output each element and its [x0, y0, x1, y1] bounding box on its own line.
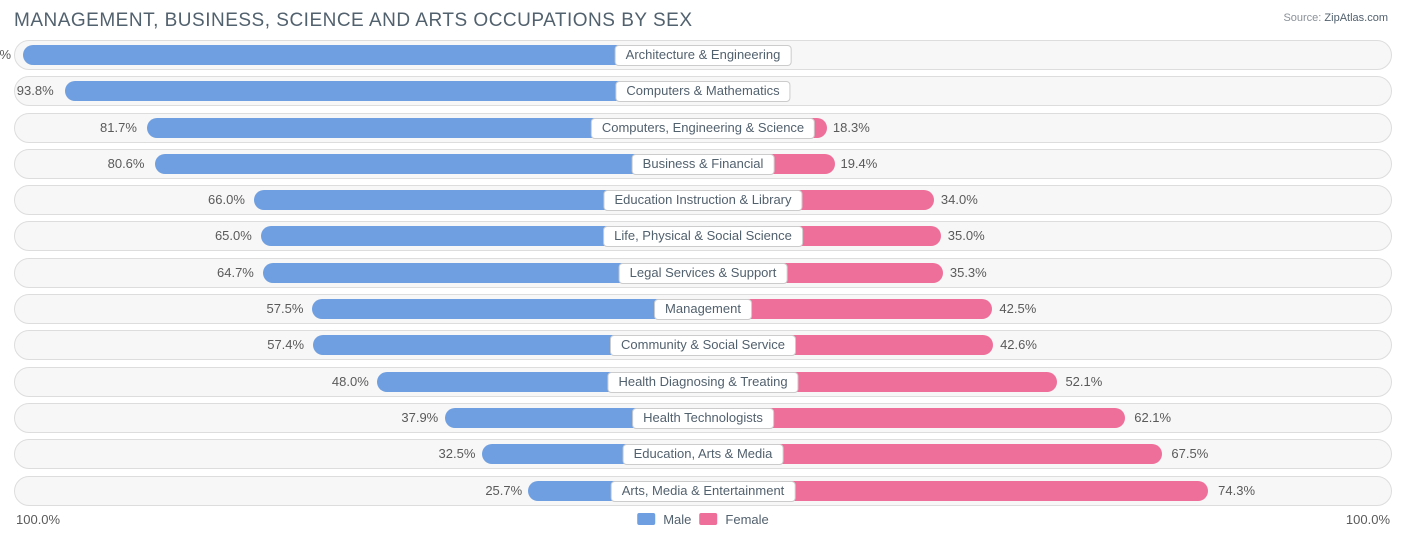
male-side: 25.7%: [15, 477, 703, 505]
female-pct-label: 35.3%: [950, 259, 987, 287]
female-side: 35.0%: [703, 222, 1391, 250]
female-pct-label: 19.4%: [840, 150, 877, 178]
axis-row: 100.0% Male Female 100.0%: [14, 512, 1392, 527]
male-side: 80.6%: [15, 150, 703, 178]
female-side: 0.0%: [703, 41, 1391, 69]
male-side: 64.7%: [15, 259, 703, 287]
female-pct-label: 67.5%: [1171, 440, 1208, 468]
category-label: Life, Physical & Social Science: [603, 226, 803, 247]
category-label: Legal Services & Support: [619, 263, 788, 284]
female-side: 34.0%: [703, 186, 1391, 214]
chart-row: 37.9% 62.1% Health Technologists: [14, 403, 1392, 433]
female-pct-label: 35.0%: [948, 222, 985, 250]
category-label: Health Diagnosing & Treating: [607, 372, 798, 393]
male-pct-label: 64.7%: [217, 259, 254, 287]
axis-right-label: 100.0%: [1346, 512, 1390, 527]
chart-row: 81.7% 18.3% Computers, Engineering & Scien…: [14, 113, 1392, 143]
female-pct-label: 62.1%: [1134, 404, 1171, 432]
male-bar: [155, 154, 703, 174]
female-pct-label: 42.6%: [1000, 331, 1037, 359]
source-value: ZipAtlas.com: [1324, 12, 1388, 24]
chart-row: 80.6% 19.4% Business & Financial: [14, 149, 1392, 179]
male-pct-label: 66.0%: [208, 186, 245, 214]
chart-row: 64.7% 35.3% Legal Services & Support: [14, 258, 1392, 288]
male-pct-label: 48.0%: [332, 368, 369, 396]
male-bar: [312, 299, 703, 319]
category-label: Health Technologists: [632, 408, 774, 429]
category-label: Community & Social Service: [610, 335, 796, 356]
chart-row: 32.5% 67.5% Education, Arts & Media: [14, 439, 1392, 469]
female-side: 35.3%: [703, 259, 1391, 287]
female-pct-label: 34.0%: [941, 186, 978, 214]
chart-row: 57.5% 42.5% Management: [14, 294, 1392, 324]
male-side: 66.0%: [15, 186, 703, 214]
male-side: 100.0%: [15, 41, 703, 69]
source-attribution: Source: ZipAtlas.com: [1283, 12, 1388, 24]
female-pct-label: 18.3%: [833, 114, 870, 142]
legend-swatch-female: [699, 513, 717, 525]
male-side: 57.5%: [15, 295, 703, 323]
category-label: Business & Financial: [632, 154, 775, 175]
female-side: 6.3%: [703, 77, 1391, 105]
chart-row: 65.0% 35.0% Life, Physical & Social Scienc…: [14, 221, 1392, 251]
axis-left-label: 100.0%: [16, 512, 60, 527]
female-side: 62.1%: [703, 404, 1391, 432]
category-label: Education Instruction & Library: [603, 190, 802, 211]
female-pct-label: 74.3%: [1218, 477, 1255, 505]
male-pct-label: 32.5%: [439, 440, 476, 468]
legend-label-female: Female: [725, 512, 768, 527]
female-side: 42.5%: [703, 295, 1391, 323]
male-pct-label: 65.0%: [215, 222, 252, 250]
male-pct-label: 80.6%: [108, 150, 145, 178]
male-pct-label: 93.8%: [17, 77, 54, 105]
female-side: 67.5%: [703, 440, 1391, 468]
category-label: Architecture & Engineering: [615, 45, 792, 66]
chart-title: MANAGEMENT, BUSINESS, SCIENCE AND ARTS O…: [14, 10, 1392, 32]
male-bar: [65, 81, 703, 101]
male-pct-label: 57.5%: [267, 295, 304, 323]
category-label: Computers & Mathematics: [615, 81, 790, 102]
category-label: Management: [654, 299, 752, 320]
chart-row: 66.0% 34.0% Education Instruction & Librar…: [14, 185, 1392, 215]
male-side: 48.0%: [15, 368, 703, 396]
chart-row: 25.7% 74.3% Arts, Media & Entertainment: [14, 476, 1392, 506]
legend-swatch-male: [637, 513, 655, 525]
female-side: 52.1%: [703, 368, 1391, 396]
category-label: Computers, Engineering & Science: [591, 118, 815, 139]
male-bar: [23, 45, 703, 65]
male-pct-label: 37.9%: [401, 404, 438, 432]
chart-row: 57.4% 42.6% Community & Social Service: [14, 330, 1392, 360]
male-side: 93.8%: [15, 77, 703, 105]
category-label: Arts, Media & Entertainment: [611, 481, 796, 502]
category-label: Education, Arts & Media: [623, 444, 784, 465]
male-side: 65.0%: [15, 222, 703, 250]
male-pct-label: 25.7%: [485, 477, 522, 505]
male-pct-label: 57.4%: [267, 331, 304, 359]
male-side: 37.9%: [15, 404, 703, 432]
female-side: 74.3%: [703, 477, 1391, 505]
male-side: 32.5%: [15, 440, 703, 468]
chart-row: 93.8% 6.3%Computers & Mathematics: [14, 76, 1392, 106]
legend-label-male: Male: [663, 512, 691, 527]
chart-row: 48.0% 52.1% Health Diagnosing & Treating: [14, 367, 1392, 397]
male-pct-label: 81.7%: [100, 114, 137, 142]
female-pct-label: 52.1%: [1065, 368, 1102, 396]
diverging-bar-chart: 100.0%0.0%Architecture & Engineering 93.8…: [14, 40, 1392, 506]
female-side: 42.6%: [703, 331, 1391, 359]
male-pct-label: 100.0%: [0, 41, 11, 69]
source-label: Source:: [1283, 12, 1321, 24]
female-side: 19.4%: [703, 150, 1391, 178]
chart-row: 100.0%0.0%Architecture & Engineering: [14, 40, 1392, 70]
legend: Male Female: [637, 512, 769, 527]
female-pct-label: 42.5%: [999, 295, 1036, 323]
male-side: 57.4%: [15, 331, 703, 359]
